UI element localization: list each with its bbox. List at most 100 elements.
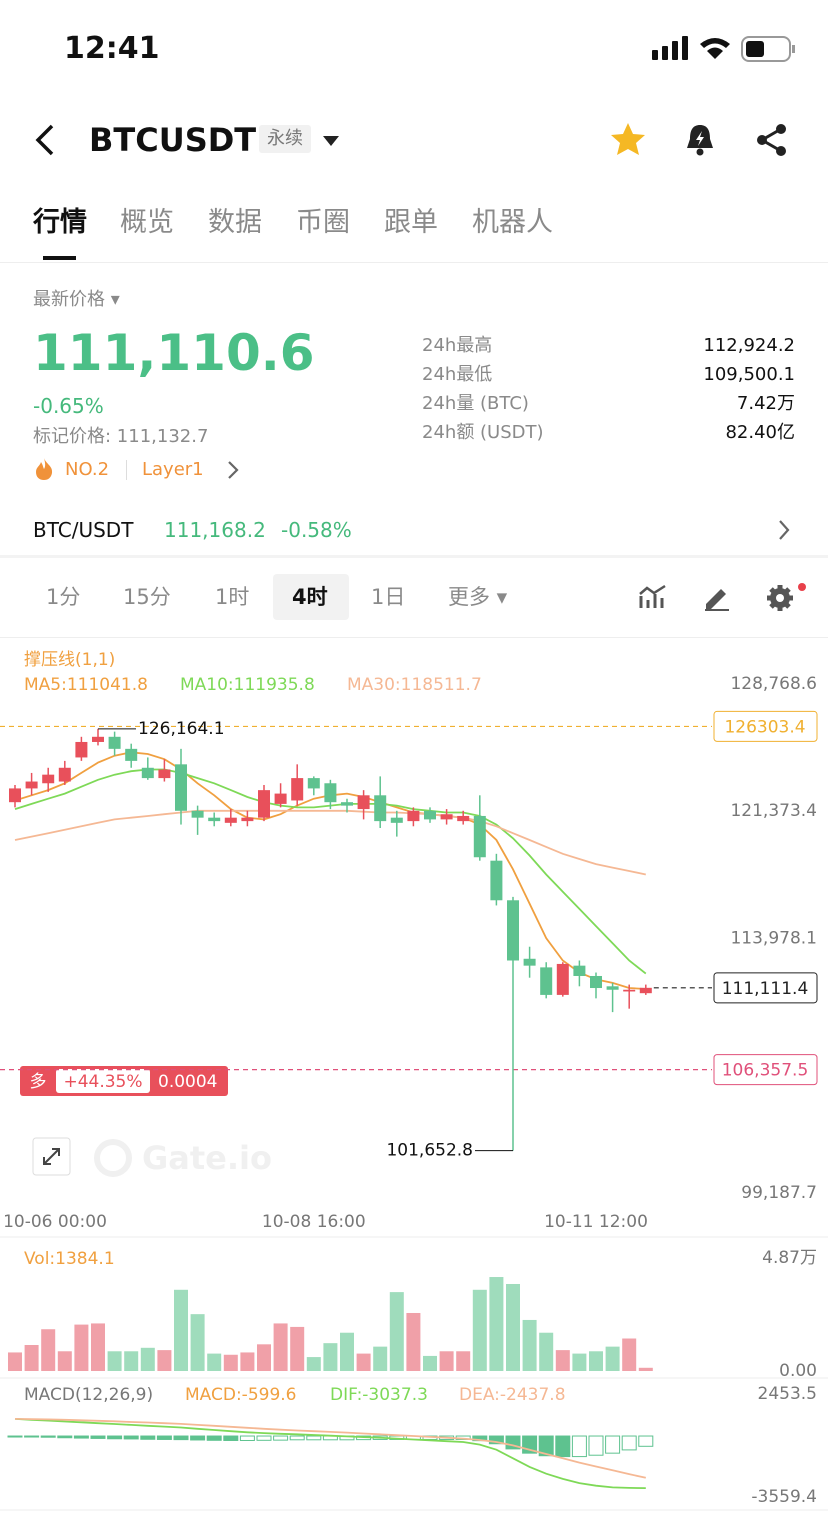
tab[interactable]: 概览: [120, 207, 174, 238]
spot-price: 111,168.2: [164, 518, 266, 542]
price-label-text: 最新价格: [33, 289, 105, 310]
symbol[interactable]: BTCUSDT: [89, 121, 257, 159]
share-button[interactable]: [754, 122, 790, 158]
annotation-label: 101,652.8: [386, 1141, 473, 1161]
volume-bar: [174, 1289, 188, 1371]
volume-bar: [257, 1344, 271, 1371]
candle-body: [92, 736, 104, 742]
ma-line: [14, 809, 646, 876]
stat-value: 7.42万: [736, 393, 795, 414]
macd-bar: [223, 1435, 239, 1441]
volume-bar: [124, 1351, 139, 1371]
volume-bar: [240, 1352, 255, 1371]
price-change: -0.65%: [33, 394, 104, 418]
macd-legend: MACD:-599.6: [185, 1385, 297, 1405]
candle-body: [523, 958, 536, 966]
candle-body: [457, 815, 470, 822]
candle-body: [573, 965, 586, 976]
x-tick-label: 10-11 12:00: [544, 1212, 648, 1232]
interval-more[interactable]: 更多 ▾: [448, 585, 508, 609]
candle-body: [58, 767, 71, 782]
price-label[interactable]: 最新价格 ▾: [33, 289, 120, 310]
macd-bar: [638, 1435, 654, 1447]
stat-value: 109,500.1: [703, 364, 795, 385]
price-line-box: [713, 1054, 818, 1086]
macd-bar: [273, 1435, 289, 1441]
candle-body: [258, 790, 270, 818]
stat-label: 24h量 (BTC): [422, 393, 529, 414]
tab[interactable]: 行情: [33, 207, 87, 238]
macd-bar: [156, 1435, 172, 1440]
volume-bar: [223, 1354, 238, 1371]
interval: 更多: [448, 585, 490, 609]
expand-icon: [43, 1148, 60, 1165]
position-side: 多: [30, 1072, 47, 1092]
macd-bar: [57, 1435, 73, 1439]
position-size: 0.0004: [158, 1072, 217, 1092]
volume-bar: [190, 1314, 205, 1371]
candle-body: [606, 986, 619, 990]
macd-bar: [140, 1435, 156, 1440]
macd-bar: [605, 1435, 621, 1454]
volume-bar: [107, 1351, 122, 1371]
favorite-star[interactable]: [608, 120, 648, 160]
macd-legend: DEA:-2437.8: [459, 1385, 566, 1405]
rank[interactable]: NO.2: [65, 459, 110, 480]
watermark-logo: [94, 1139, 132, 1177]
interval[interactable]: 15分: [123, 585, 171, 609]
candle-body: [507, 900, 519, 961]
macd-bar: [571, 1435, 587, 1458]
settings-button[interactable]: [765, 580, 809, 614]
draw-button[interactable]: [702, 584, 732, 612]
volume-bar: [140, 1347, 155, 1371]
fire-icon: [36, 458, 53, 480]
macd-line: [14, 1418, 646, 1489]
divider: [0, 262, 828, 263]
candle-body: [390, 817, 403, 823]
candle-body: [274, 793, 287, 804]
chevron[interactable]: [777, 519, 791, 541]
candle-body: [25, 781, 38, 789]
interval[interactable]: 4时: [292, 585, 328, 609]
back-button[interactable]: [30, 122, 60, 158]
tab[interactable]: 币圈: [296, 207, 350, 238]
volume-bar: [638, 1367, 653, 1371]
macd-bar: [40, 1435, 56, 1438]
alert-bell[interactable]: [682, 122, 718, 158]
position-pnl: +44.35%: [63, 1072, 142, 1092]
stat-label: 24h额 (USDT): [422, 422, 544, 443]
volume-bar: [41, 1329, 56, 1371]
sector[interactable]: Layer1: [142, 459, 204, 480]
symbol-dropdown[interactable]: [322, 134, 340, 148]
macd-bar: [256, 1435, 272, 1441]
macd-bar: [488, 1435, 504, 1445]
macd-legend: DIF:-3037.3: [330, 1385, 428, 1405]
tab[interactable]: 数据: [208, 207, 262, 238]
spot-pair[interactable]: BTC/USDT: [33, 518, 134, 542]
interval[interactable]: 1分: [46, 585, 81, 609]
volume-bar: [273, 1323, 288, 1371]
volume-bar: [605, 1346, 620, 1371]
price-line-label: 126303.4: [724, 717, 805, 737]
tab[interactable]: 机器人: [472, 207, 553, 238]
stat-value: 82.40亿: [725, 422, 795, 443]
volume-bar: [539, 1332, 554, 1371]
volume-bar: [74, 1324, 89, 1371]
stat-value: 112,924.2: [703, 335, 795, 356]
volume-bar: [323, 1343, 338, 1371]
interval[interactable]: 1日: [371, 585, 406, 609]
y-tick-label: 2453.5: [758, 1384, 817, 1404]
tab[interactable]: 跟单: [384, 207, 438, 238]
chevron[interactable]: [226, 460, 240, 480]
indicator-button[interactable]: [638, 584, 668, 612]
macd-bar: [123, 1435, 139, 1440]
macd-bar: [73, 1435, 89, 1439]
volume-bar: [207, 1353, 222, 1371]
macd-bar: [24, 1435, 40, 1438]
annotation-label: 126,164.1: [138, 719, 225, 739]
volume-bar: [373, 1346, 388, 1371]
y-tick-label: 121,373.4: [730, 801, 817, 821]
interval[interactable]: 1时: [215, 585, 250, 609]
volume-bar: [340, 1332, 354, 1371]
